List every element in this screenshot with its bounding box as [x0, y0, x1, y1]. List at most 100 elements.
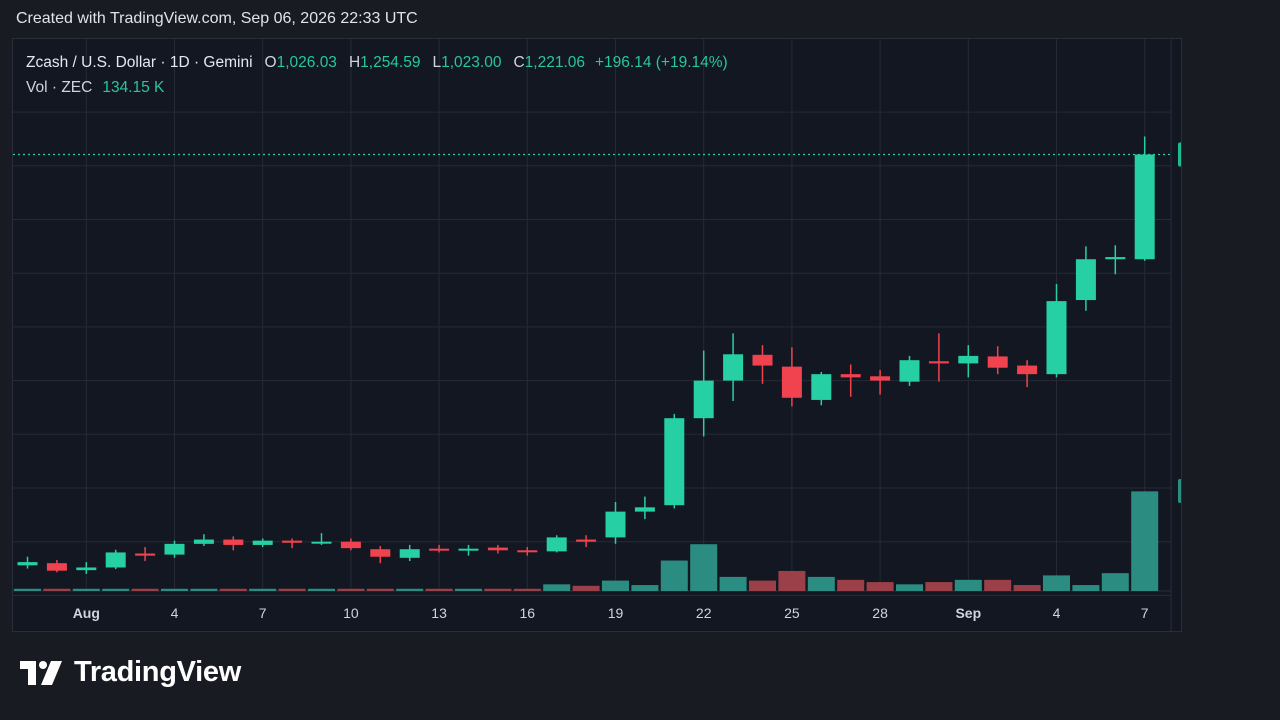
x-tick-label: 13: [431, 605, 447, 621]
tradingview-logo[interactable]: TradingView: [20, 656, 241, 689]
x-tick-label: 7: [259, 605, 267, 621]
last-price-tag: [1178, 142, 1181, 166]
x-tick-label: 10: [343, 605, 359, 621]
volume-bar: [132, 589, 159, 591]
volume-bar: [484, 589, 511, 591]
candle-body: [165, 544, 185, 555]
candle-body: [194, 540, 214, 544]
volume-bar: [426, 589, 453, 591]
x-tick-label: 7: [1141, 605, 1149, 621]
volume-bar: [778, 571, 805, 591]
volume-bar: [1102, 573, 1129, 591]
candle-body: [106, 552, 126, 567]
candle-body: [753, 355, 773, 366]
tradingview-wordmark: TradingView: [74, 656, 241, 689]
volume-bar: [749, 581, 776, 591]
candle-body: [576, 540, 596, 542]
volume-bar: [1014, 585, 1041, 591]
x-tick-label: 28: [872, 605, 888, 621]
candle-body: [1105, 257, 1125, 259]
tradingview-logo-icon: [20, 661, 66, 685]
volume-value: 134.15 K: [102, 79, 164, 97]
volume-bar: [102, 589, 129, 591]
volume-bar: [279, 589, 306, 591]
candle-body: [958, 356, 978, 364]
x-tick-label: 4: [1053, 605, 1061, 621]
candle-body: [76, 567, 96, 570]
candle-body: [429, 549, 449, 551]
volume-bar: [543, 584, 570, 591]
volume-bar: [367, 589, 394, 591]
candle-body: [929, 361, 949, 363]
x-tick-label: 22: [696, 605, 712, 621]
candle-body: [547, 537, 567, 551]
high-label: H: [349, 54, 360, 72]
candle-body: [870, 376, 890, 380]
candle-body: [341, 542, 361, 548]
x-tick-label: 16: [520, 605, 536, 621]
change-value: +196.14 (+19.14%): [595, 54, 728, 72]
volume-bar: [1131, 491, 1158, 591]
x-tick-label: 25: [784, 605, 800, 621]
volume-bar: [984, 580, 1011, 591]
volume-bar: [837, 580, 864, 591]
volume-bar: [690, 544, 717, 591]
volume-bar: [514, 589, 541, 591]
open-value: 1,026.03: [277, 54, 337, 72]
volume-bar: [337, 589, 364, 591]
volume-bar: [631, 585, 658, 591]
volume-bar: [867, 582, 894, 591]
candle-body: [841, 374, 861, 377]
candle-body: [606, 512, 626, 538]
low-label: L: [432, 54, 441, 72]
open-label: O: [265, 54, 277, 72]
volume-bar: [808, 577, 835, 591]
volume-bar: [455, 589, 482, 591]
volume-bar: [602, 581, 629, 591]
candle-body: [1135, 154, 1155, 259]
close-label: C: [513, 54, 524, 72]
candle-body: [459, 549, 479, 551]
chart-panel[interactable]: 400.00500.00600.00700.00800.00900.001,00…: [12, 38, 1182, 632]
candle-body: [517, 550, 537, 552]
candle-body: [282, 541, 302, 543]
volume-bar: [925, 582, 952, 591]
volume-label[interactable]: Vol · ZEC: [26, 79, 92, 97]
candle-body: [664, 418, 684, 505]
candle-body: [900, 360, 920, 381]
volume-bar: [43, 589, 70, 591]
candle-body: [488, 548, 508, 551]
candle-body: [370, 549, 390, 557]
x-tick-label: Aug: [73, 605, 100, 621]
volume-bar: [955, 580, 982, 591]
candle-body: [635, 507, 655, 511]
symbol-title[interactable]: Zcash / U.S. Dollar · 1D · Gemini: [26, 54, 253, 72]
volume-bar: [896, 584, 923, 591]
high-value: 1,254.59: [360, 54, 420, 72]
candle-body: [1076, 259, 1096, 300]
candle-body: [312, 542, 332, 544]
candle-body: [694, 381, 714, 419]
candle-body: [47, 563, 67, 571]
volume-bar: [720, 577, 747, 591]
ohlc-legend-row: Zcash / U.S. Dollar · 1D · Gemini O1,026…: [26, 50, 728, 75]
candle-body: [18, 562, 38, 565]
price-chart[interactable]: 400.00500.00600.00700.00800.00900.001,00…: [13, 39, 1181, 631]
volume-bar: [190, 589, 217, 591]
candle-body: [811, 374, 831, 400]
last-volume-tag: [1178, 479, 1181, 503]
volume-bar: [1043, 575, 1070, 591]
volume-bar: [573, 586, 600, 591]
candle-body: [135, 554, 155, 556]
volume-bar: [661, 561, 688, 591]
x-tick-label: 4: [171, 605, 179, 621]
volume-bar: [14, 589, 41, 591]
candle-body: [253, 541, 273, 545]
volume-bar: [396, 589, 423, 591]
candle-body: [1047, 301, 1067, 374]
volume-bar: [220, 589, 247, 591]
low-value: 1,023.00: [441, 54, 501, 72]
candle-body: [1017, 366, 1037, 375]
volume-bar: [1072, 585, 1099, 591]
x-tick-label: Sep: [955, 605, 981, 621]
